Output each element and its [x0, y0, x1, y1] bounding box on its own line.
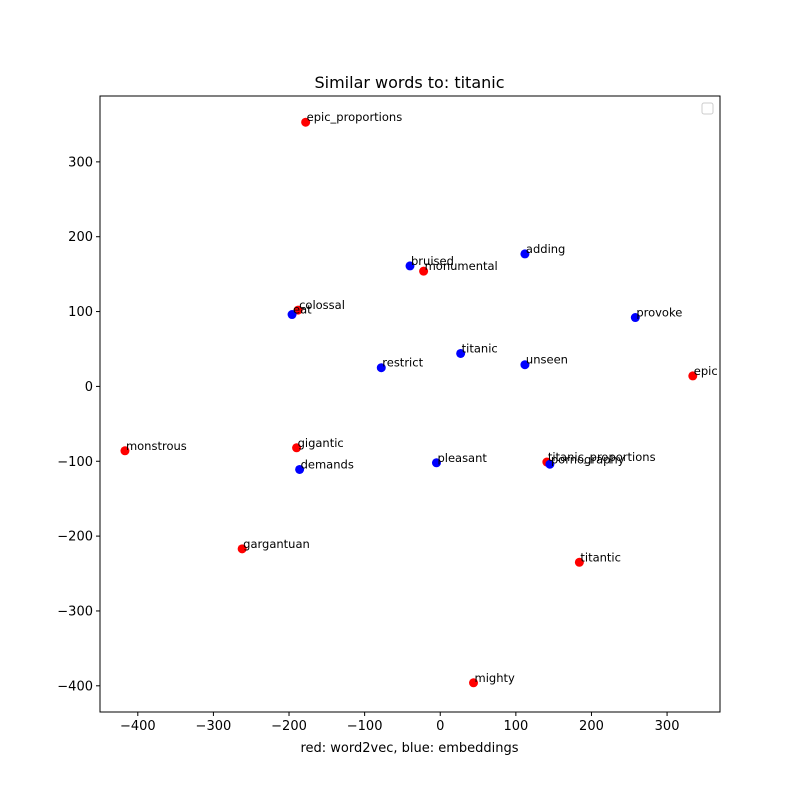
point-adding [520, 249, 530, 259]
chart-title: Similar words to: titanic [314, 73, 504, 92]
x-tick-label: −200 [271, 719, 307, 734]
point-label-unseen: unseen [526, 353, 568, 367]
point-monstrous [120, 446, 130, 456]
point-label-gigantic: gigantic [298, 436, 344, 450]
point-epic [688, 371, 698, 381]
point-eat [287, 310, 297, 320]
point-label-titantic: titantic [580, 550, 621, 564]
point-label-epic: epic [694, 364, 718, 378]
point-provoke [630, 313, 640, 323]
y-tick-label: 300 [68, 155, 93, 170]
point-gigantic [292, 443, 302, 453]
x-tick-label: 0 [436, 719, 444, 734]
point-pleasant [431, 458, 441, 468]
point-unseen [520, 360, 530, 370]
x-tick-label: −100 [347, 719, 383, 734]
point-titanic [456, 348, 466, 358]
x-tick-label: 300 [655, 719, 680, 734]
x-tick-label: −300 [196, 719, 232, 734]
x-axis-label: red: word2vec, blue: embeddings [300, 741, 518, 756]
y-tick-label: −100 [57, 455, 93, 470]
point-label-mighty: mighty [475, 671, 515, 685]
point-label-restrict: restrict [382, 356, 423, 370]
point-label-adding: adding [526, 242, 565, 256]
y-tick-label: 100 [68, 305, 93, 320]
point-label-pornography: pornography [551, 452, 625, 466]
x-axis-ticks: −400 −300 −200 −100 0 100 200 300 [120, 712, 680, 734]
point-label-provoke: provoke [636, 306, 682, 320]
point-monumental [419, 266, 429, 276]
point-titantic [574, 557, 584, 567]
point-label-bruised: bruised [411, 254, 454, 268]
x-tick-label: 100 [503, 719, 528, 734]
legend-box [701, 102, 714, 115]
data-points [120, 117, 698, 688]
x-tick-label: −400 [120, 719, 156, 734]
y-axis-ticks: −400 −300 −200 −100 0 100 200 300 [57, 155, 100, 694]
point-label-epic-proportions: epic_proportions [307, 110, 403, 124]
y-tick-label: −300 [57, 604, 93, 619]
point-pornography [545, 459, 555, 469]
point-label-pleasant: pleasant [437, 451, 487, 465]
point-label-monstrous: monstrous [126, 439, 187, 453]
plot-frame [99, 95, 721, 713]
point-gargantuan [237, 544, 247, 554]
point-epic-proportions [301, 117, 311, 127]
point-label-gargantuan: gargantuan [243, 537, 310, 551]
point-label-titanic: titanic [462, 341, 498, 355]
y-tick-label: −200 [57, 530, 93, 545]
point-demands [295, 464, 305, 474]
point-label-demands: demands [301, 457, 354, 471]
x-tick-label: 200 [579, 719, 604, 734]
point-label-monumental: monumental [425, 259, 498, 273]
y-tick-label: 0 [85, 380, 93, 395]
point-label-colossal: colossal [299, 298, 345, 312]
point-bruised [405, 261, 415, 271]
y-tick-label: 200 [68, 230, 93, 245]
point-restrict [376, 363, 386, 373]
y-tick-label: −400 [57, 679, 93, 694]
point-label-titanic-proportions: titanic_proportions [548, 450, 656, 464]
data-labels: epic_proportions monumental colossal epic mo… [126, 110, 718, 685]
point-mighty [469, 678, 479, 688]
point-label-eat: eat [293, 303, 312, 317]
